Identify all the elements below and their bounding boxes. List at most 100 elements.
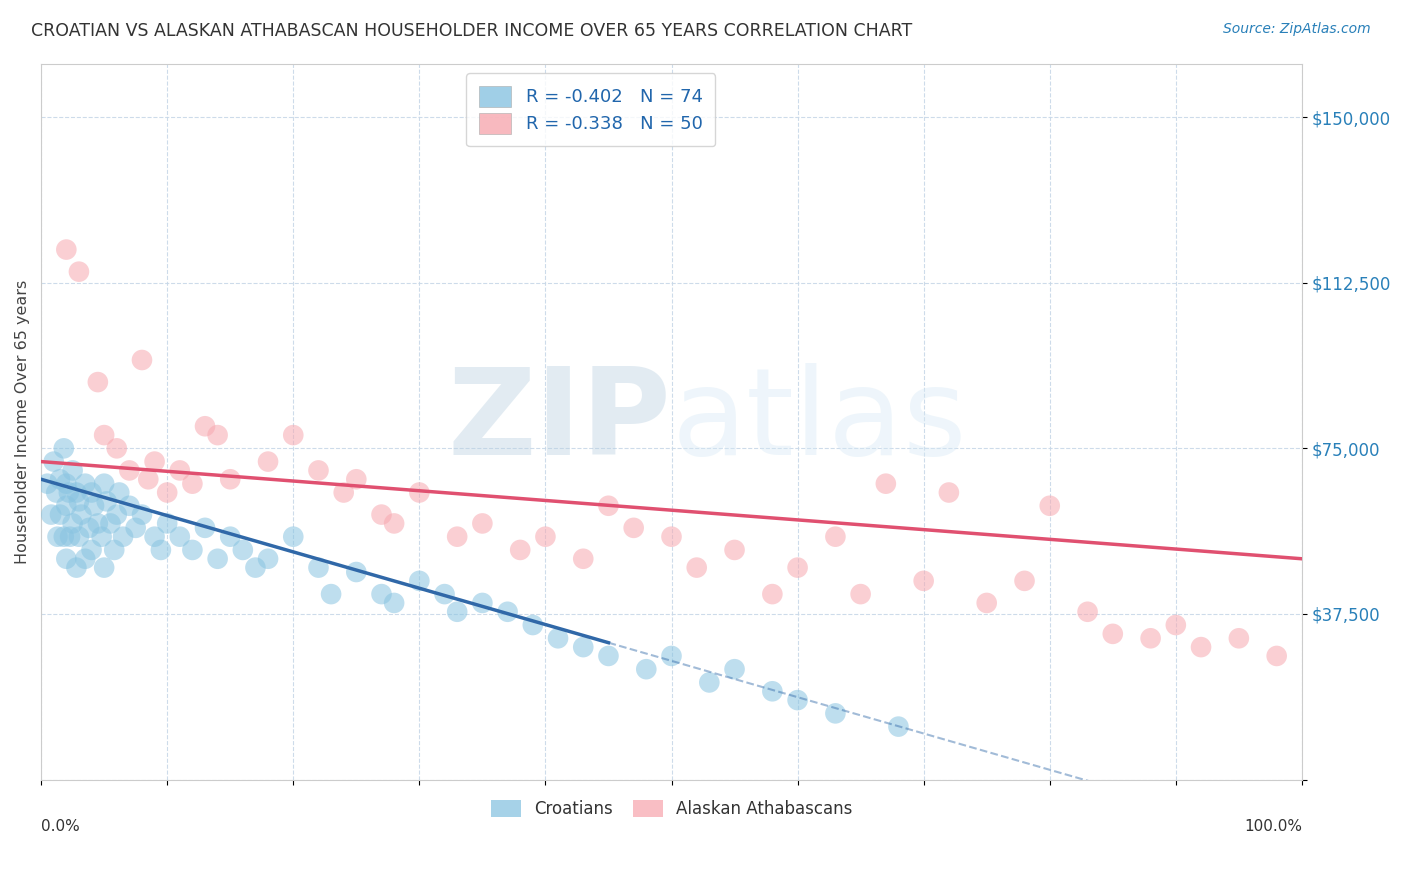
Point — [786, 693, 808, 707]
Point — [699, 675, 721, 690]
Point — [77, 521, 100, 535]
Point — [382, 596, 405, 610]
Point — [46, 530, 69, 544]
Point — [332, 485, 354, 500]
Point — [131, 508, 153, 522]
Point — [370, 587, 392, 601]
Point — [572, 551, 595, 566]
Point — [723, 543, 745, 558]
Point — [181, 476, 204, 491]
Point — [124, 521, 146, 535]
Point — [308, 560, 330, 574]
Point — [232, 543, 254, 558]
Point — [344, 472, 367, 486]
Point — [80, 543, 103, 558]
Point — [761, 684, 783, 698]
Point — [93, 476, 115, 491]
Text: ZIP: ZIP — [447, 363, 672, 480]
Point — [471, 516, 494, 531]
Point — [143, 454, 166, 468]
Point — [207, 551, 229, 566]
Point — [522, 618, 544, 632]
Point — [108, 485, 131, 500]
Point — [93, 560, 115, 574]
Point — [661, 648, 683, 663]
Text: 100.0%: 100.0% — [1244, 819, 1302, 834]
Point — [245, 560, 267, 574]
Point — [623, 521, 645, 535]
Point — [103, 543, 125, 558]
Point — [686, 560, 709, 574]
Point — [1039, 499, 1062, 513]
Point — [849, 587, 872, 601]
Point — [49, 472, 72, 486]
Point — [67, 530, 90, 544]
Point — [62, 516, 84, 531]
Point — [598, 648, 620, 663]
Point — [156, 485, 179, 500]
Point — [65, 485, 87, 500]
Point — [912, 574, 935, 588]
Point — [65, 560, 87, 574]
Point — [42, 454, 65, 468]
Point — [96, 494, 118, 508]
Point — [319, 587, 342, 601]
Point — [1139, 632, 1161, 646]
Point — [49, 508, 72, 522]
Point — [62, 463, 84, 477]
Point — [257, 551, 280, 566]
Point — [37, 476, 59, 491]
Point — [1164, 618, 1187, 632]
Point — [58, 485, 80, 500]
Point — [976, 596, 998, 610]
Point — [118, 463, 141, 477]
Point — [194, 419, 217, 434]
Point — [308, 463, 330, 477]
Point — [59, 530, 82, 544]
Point — [83, 499, 105, 513]
Text: CROATIAN VS ALASKAN ATHABASCAN HOUSEHOLDER INCOME OVER 65 YEARS CORRELATION CHAR: CROATIAN VS ALASKAN ATHABASCAN HOUSEHOLD… — [31, 22, 912, 40]
Point — [446, 605, 468, 619]
Point — [257, 454, 280, 468]
Point — [370, 508, 392, 522]
Point — [938, 485, 960, 500]
Point — [283, 530, 305, 544]
Text: Source: ZipAtlas.com: Source: ZipAtlas.com — [1223, 22, 1371, 37]
Point — [1014, 574, 1036, 588]
Point — [80, 485, 103, 500]
Point — [219, 530, 242, 544]
Point — [1189, 640, 1212, 654]
Point — [55, 243, 77, 257]
Point — [1265, 648, 1288, 663]
Point — [52, 442, 75, 456]
Point — [75, 476, 97, 491]
Point — [67, 494, 90, 508]
Point — [87, 375, 110, 389]
Point — [55, 499, 77, 513]
Point — [1077, 605, 1099, 619]
Point — [169, 530, 191, 544]
Point — [93, 428, 115, 442]
Point — [572, 640, 595, 654]
Point — [598, 499, 620, 513]
Point — [824, 706, 846, 721]
Point — [509, 543, 531, 558]
Point — [112, 530, 135, 544]
Y-axis label: Householder Income Over 65 years: Householder Income Over 65 years — [15, 280, 30, 564]
Point — [39, 508, 62, 522]
Point — [661, 530, 683, 544]
Point — [471, 596, 494, 610]
Point — [1227, 632, 1250, 646]
Point — [207, 428, 229, 442]
Point — [219, 472, 242, 486]
Point — [181, 543, 204, 558]
Point — [45, 485, 67, 500]
Point — [408, 485, 430, 500]
Point — [446, 530, 468, 544]
Point — [156, 516, 179, 531]
Point — [118, 499, 141, 513]
Point — [55, 476, 77, 491]
Point — [887, 720, 910, 734]
Point — [433, 587, 456, 601]
Point — [67, 265, 90, 279]
